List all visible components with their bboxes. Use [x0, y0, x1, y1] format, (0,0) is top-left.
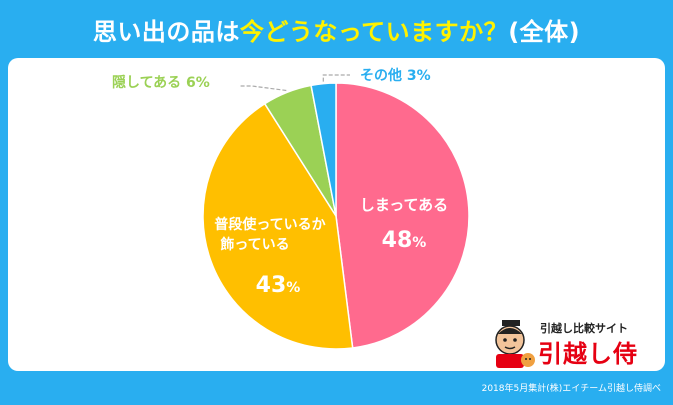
slice-value-1: 43% [256, 273, 301, 298]
slice-value-0: 48% [382, 228, 427, 253]
slice-label-2: 隠してある 6% [112, 74, 210, 91]
brand-logo: 引越し比較サイト 引越し侍 [488, 318, 648, 370]
logo-name: 引越し侍 [538, 340, 638, 368]
leader-line-2 [240, 85, 287, 92]
pie-slice-1 [202, 102, 354, 350]
samurai-mascot-icon [495, 320, 535, 368]
slice-label-0: しまってある [360, 196, 448, 214]
title-part-1: 思い出の品は [92, 17, 240, 46]
logo-subtitle: 引越し比較サイト [540, 322, 628, 335]
title-part-3: (全体) [508, 17, 581, 46]
chart-title: 思い出の品は 今どうなっていますか？ (全体) [0, 0, 673, 58]
slice-label-1-line2: 飾っている [220, 236, 289, 253]
title-part-2: 今どうなっていますか？ [239, 17, 509, 46]
slice-label-1-line1: 普段使っているか [214, 216, 325, 233]
slice-label-3: その他 3% [360, 67, 431, 84]
pie-slice-3 [310, 82, 337, 217]
pie-slice-0 [335, 82, 470, 349]
leader-line-3 [322, 74, 350, 82]
source-note: 2018年5月集計(株)エイチーム引越し侍調べ [481, 384, 661, 394]
